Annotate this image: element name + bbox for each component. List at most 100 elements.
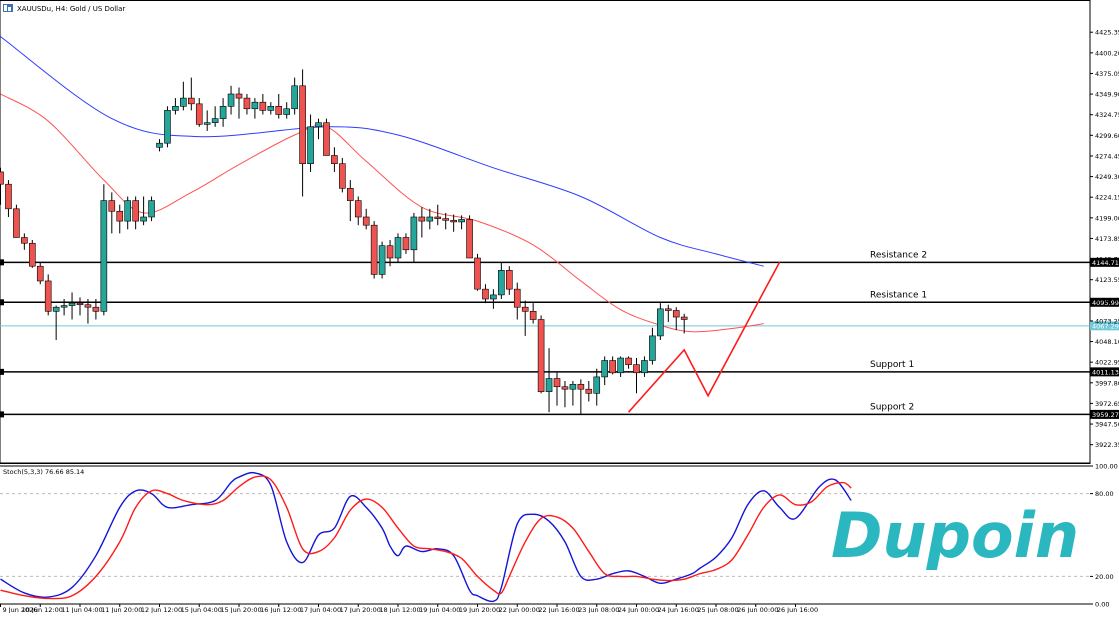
candle[interactable] xyxy=(211,106,219,127)
candle[interactable] xyxy=(275,94,283,119)
candle[interactable] xyxy=(52,305,60,340)
candle[interactable] xyxy=(362,208,370,230)
candle[interactable] xyxy=(601,356,609,386)
candle[interactable] xyxy=(283,102,291,119)
candle[interactable] xyxy=(140,196,147,226)
candle[interactable] xyxy=(450,214,457,232)
candle[interactable] xyxy=(386,239,394,267)
candle[interactable] xyxy=(188,77,195,111)
candle[interactable] xyxy=(156,139,163,152)
y-tick-label: 4148.70 xyxy=(1095,256,1119,264)
candle[interactable] xyxy=(521,300,529,336)
candle[interactable] xyxy=(466,215,473,259)
candle[interactable] xyxy=(394,233,402,263)
candle[interactable] xyxy=(513,282,521,320)
candle-body xyxy=(505,269,513,290)
candle[interactable] xyxy=(243,94,251,115)
candle[interactable] xyxy=(434,204,442,226)
candle[interactable] xyxy=(5,180,12,217)
candle[interactable] xyxy=(299,69,306,197)
candle[interactable] xyxy=(426,208,434,230)
candle[interactable] xyxy=(76,297,84,316)
candle[interactable] xyxy=(100,184,108,316)
candle[interactable] xyxy=(633,358,640,394)
price-badge-text: 4011.13 xyxy=(1092,368,1119,376)
candle[interactable] xyxy=(339,157,346,193)
candle[interactable] xyxy=(553,372,561,406)
candle[interactable] xyxy=(68,292,76,320)
candle[interactable] xyxy=(219,98,227,127)
candle[interactable] xyxy=(593,368,601,406)
candle[interactable] xyxy=(609,356,616,375)
candle[interactable] xyxy=(307,114,314,172)
candle[interactable] xyxy=(124,196,131,230)
candle-body xyxy=(172,106,179,111)
level-anchor xyxy=(0,259,4,266)
candle[interactable] xyxy=(44,274,52,316)
candle[interactable] xyxy=(680,313,688,334)
candle[interactable] xyxy=(172,98,179,115)
candle-body xyxy=(346,188,354,201)
candle[interactable] xyxy=(92,299,100,320)
candle[interactable] xyxy=(267,102,275,115)
candle[interactable] xyxy=(164,106,171,148)
candle-body xyxy=(402,237,410,251)
candle[interactable] xyxy=(195,98,203,127)
candle[interactable] xyxy=(315,118,322,140)
candle[interactable] xyxy=(474,253,481,291)
candle[interactable] xyxy=(378,241,386,279)
candle-body xyxy=(140,216,147,222)
candle[interactable] xyxy=(108,192,116,234)
candle[interactable] xyxy=(132,196,139,230)
candle[interactable] xyxy=(537,315,545,394)
candle[interactable] xyxy=(291,77,298,115)
candle[interactable] xyxy=(490,289,497,309)
candle[interactable] xyxy=(259,94,267,115)
y-tick-label: 4400.20 xyxy=(1095,49,1119,57)
candle[interactable] xyxy=(346,180,354,222)
candle[interactable] xyxy=(641,356,648,377)
candle[interactable] xyxy=(649,327,656,365)
candle[interactable] xyxy=(235,87,243,119)
candle[interactable] xyxy=(148,196,155,222)
candle[interactable] xyxy=(251,98,259,119)
candle[interactable] xyxy=(585,381,593,402)
candle[interactable] xyxy=(529,303,537,324)
candle[interactable] xyxy=(331,147,338,172)
candle[interactable] xyxy=(84,299,92,324)
candle-body xyxy=(378,245,386,275)
candle[interactable] xyxy=(482,284,489,304)
candle[interactable] xyxy=(410,212,418,263)
candle[interactable] xyxy=(180,81,187,111)
candle[interactable] xyxy=(442,212,450,230)
candle[interactable] xyxy=(13,204,20,238)
candle[interactable] xyxy=(545,348,553,413)
candle[interactable] xyxy=(458,215,465,230)
x-tick-label: 26 Jun 16:00 xyxy=(777,606,818,613)
candle[interactable] xyxy=(36,262,44,285)
candle[interactable] xyxy=(21,233,28,250)
candle[interactable] xyxy=(227,85,235,115)
candle[interactable] xyxy=(323,118,330,156)
candle[interactable] xyxy=(664,304,672,322)
candle[interactable] xyxy=(498,262,505,299)
candle[interactable] xyxy=(505,266,513,295)
x-tick-label: 22 Jun 16:00 xyxy=(538,606,579,613)
candle[interactable] xyxy=(203,110,211,131)
candle[interactable] xyxy=(561,381,569,408)
candle[interactable] xyxy=(569,381,577,406)
candle[interactable] xyxy=(402,233,410,254)
candle[interactable] xyxy=(354,196,362,226)
candle[interactable] xyxy=(617,356,624,377)
candle[interactable] xyxy=(28,239,36,268)
candle[interactable] xyxy=(657,303,664,340)
candle[interactable] xyxy=(0,167,4,205)
candle[interactable] xyxy=(577,379,585,414)
candle[interactable] xyxy=(116,204,124,234)
candle[interactable] xyxy=(625,356,632,369)
candle[interactable] xyxy=(60,299,68,316)
candle[interactable] xyxy=(370,221,378,279)
candle[interactable] xyxy=(418,207,426,238)
candle[interactable] xyxy=(672,307,680,331)
